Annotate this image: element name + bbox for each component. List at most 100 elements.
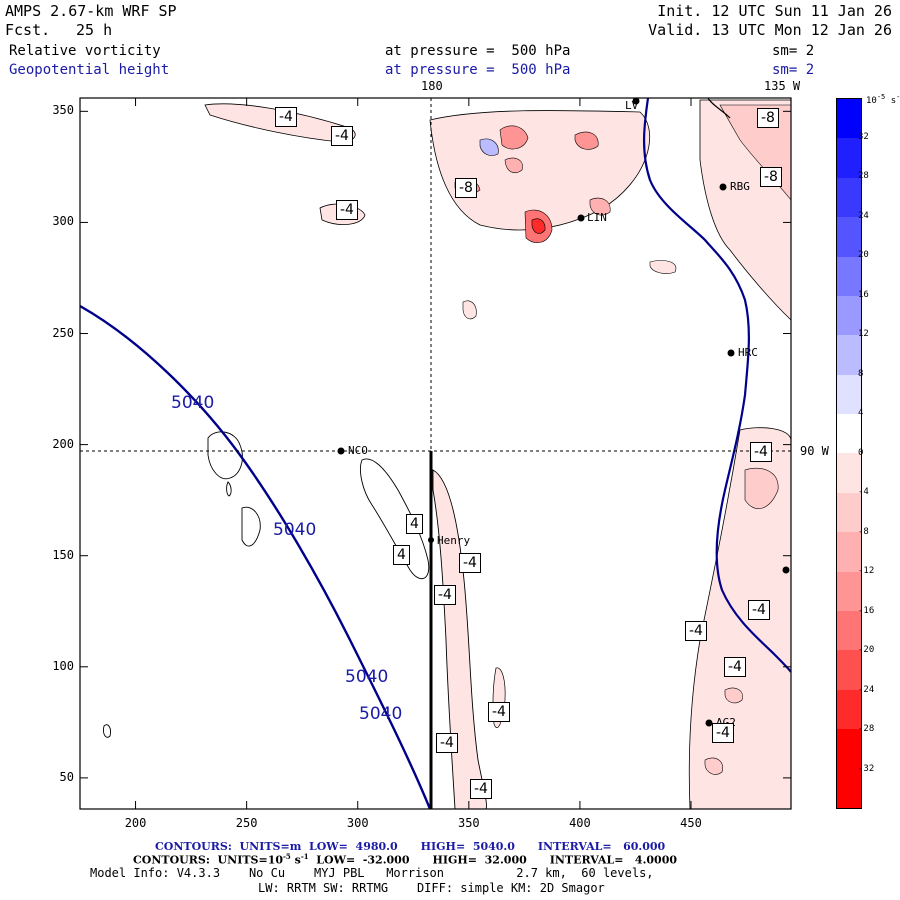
vorticity-label: -4: [434, 585, 456, 605]
y-tick-label: 350: [52, 103, 74, 118]
y-tick-label: 200: [52, 436, 74, 451]
colorbar-tick-label: 20: [858, 250, 869, 260]
colorbar-swatch: [837, 414, 861, 454]
vorticity-label: -4: [331, 126, 353, 146]
colorbar-tick-label: 4: [858, 408, 864, 418]
height-contours: [80, 304, 432, 809]
footer-model-info-2: LW: RRTM SW: RRTMG DIFF: simple KM: 2D S…: [258, 881, 605, 895]
colorbar-swatch: [837, 99, 861, 139]
vorticity-label: -4: [712, 723, 734, 743]
x-tick-label: 300: [346, 816, 369, 830]
colorbar-tick-label: -4: [858, 487, 869, 497]
colorbar-tick-label: 0: [858, 447, 864, 458]
colorbar-swatch: [837, 217, 861, 257]
height-label: 5040: [273, 520, 317, 540]
field1-level: at pressure = 500 hPa: [385, 43, 571, 59]
field2-name: Geopotential height: [9, 62, 170, 78]
colorbar: [836, 98, 862, 809]
field2-level: at pressure = 500 hPa: [385, 62, 571, 78]
station-markers: [337, 97, 790, 727]
colorbar-tick-label: -8: [858, 526, 869, 537]
station-label-hrc: HRC: [738, 346, 758, 359]
colorbar-tick-label: -24: [858, 684, 875, 695]
colorbar-tick-label: 28: [858, 171, 869, 181]
height-label: 5040: [345, 667, 389, 687]
vorticity-label: -8: [760, 167, 782, 187]
vorticity-label: -8: [455, 178, 477, 198]
colorbar-tick-label: -28: [858, 724, 875, 734]
colorbar-swatch: [837, 256, 861, 296]
vorticity-label: -4: [470, 779, 492, 799]
vorticity-label: -4: [275, 107, 297, 127]
colorbar-swatch: [837, 689, 861, 729]
colorbar-tick-label: 12: [858, 329, 869, 339]
colorbar-swatch: [837, 492, 861, 533]
init-time: Init. 12 UTC Sun 11 Jan 26: [657, 2, 892, 20]
x-tick-label: 400: [569, 816, 591, 830]
colorbar-swatch: [837, 295, 861, 336]
colorbar-swatch: [837, 729, 861, 769]
colorbar-tick-label: 8: [858, 368, 864, 379]
station-label-nco: NCO: [348, 444, 368, 457]
vorticity-label: -8: [757, 108, 779, 128]
height-label: 5040: [359, 704, 403, 724]
vorticity-label: 4: [393, 545, 410, 565]
plot-frame: [79, 97, 792, 810]
colorbar-swatch: [837, 650, 861, 690]
vorticity-shading: [204, 99, 791, 809]
colorbar-swatch: [837, 335, 861, 375]
footer-model-info: Model Info: V4.3.3 No Cu MYJ PBL Morriso…: [90, 866, 654, 880]
vorticity-label: -4: [488, 702, 510, 722]
model-title: AMPS 2.67-km WRF SP: [5, 2, 177, 20]
colorbar-swatch: [837, 138, 861, 178]
longitude-label-90w: 90 W: [800, 444, 829, 458]
colorbar-tick-label: -20: [858, 645, 875, 655]
height-label: 5040: [171, 393, 215, 413]
station-label-ag2: AG2: [716, 717, 736, 728]
coastline: [643, 98, 791, 673]
positive-vorticity-contours: [103, 431, 430, 738]
valid-time: Valid. 13 UTC Mon 12 Jan 26: [648, 21, 892, 39]
station-label-rbg: RBG: [730, 180, 750, 193]
colorbar-swatch: [837, 571, 861, 611]
longitude-label-180: 180: [421, 79, 443, 93]
vorticity-label: -4: [750, 442, 772, 462]
footer-vorticity-contours: CONTOURS: UNITS=10-5 s-1 LOW= -32.000 HI…: [133, 852, 678, 867]
vorticity-label: -4: [748, 600, 770, 620]
forecast-hour: 25 h: [76, 21, 113, 39]
colorbar-tick-label: -16: [858, 605, 875, 616]
x-tick-label: 250: [235, 816, 258, 830]
y-tick-label: 300: [52, 214, 74, 229]
colorbar-tick-label: 16: [858, 289, 869, 300]
station-label-lin: LIN: [587, 211, 607, 224]
y-tick-label: 50: [59, 769, 74, 784]
colorbar-swatch: [837, 610, 861, 651]
colorbar-swatch: [837, 177, 861, 218]
y-tick-label: 100: [52, 658, 74, 673]
colorbar-swatch: [837, 453, 861, 493]
axis-ticks: [80, 98, 791, 809]
forecast-label: Fcst.: [5, 21, 51, 39]
x-tick-label: 200: [124, 816, 147, 830]
y-tick-label: 250: [52, 325, 74, 340]
colorbar-tick-label: 24: [858, 210, 869, 221]
colorbar-swatch: [837, 768, 861, 808]
colorbar-tick-label: -12: [858, 566, 875, 576]
colorbar-tick-label: -32: [858, 763, 875, 774]
x-tick-label: 350: [457, 816, 480, 830]
vorticity-label: -4: [336, 200, 358, 220]
vorticity-label: 4: [406, 514, 423, 534]
vorticity-label: -4: [685, 621, 707, 641]
colorbar-swatch: [837, 532, 861, 572]
station-label-lv: LV: [625, 99, 639, 112]
footer-height-contours: CONTOURS: UNITS=m LOW= 4980.0 HIGH= 5040…: [155, 840, 666, 853]
plot-field: [80, 98, 791, 809]
longitude-label-135w: 135 W: [764, 79, 801, 93]
field2-smoothing: sm= 2: [772, 62, 815, 78]
x-tick-label: 450: [680, 816, 702, 830]
colorbar-swatch: [837, 374, 861, 414]
station-label-henry: Henry: [437, 534, 471, 547]
vorticity-label: -4: [436, 733, 458, 753]
colorbar-tick-label: 32: [858, 131, 869, 142]
